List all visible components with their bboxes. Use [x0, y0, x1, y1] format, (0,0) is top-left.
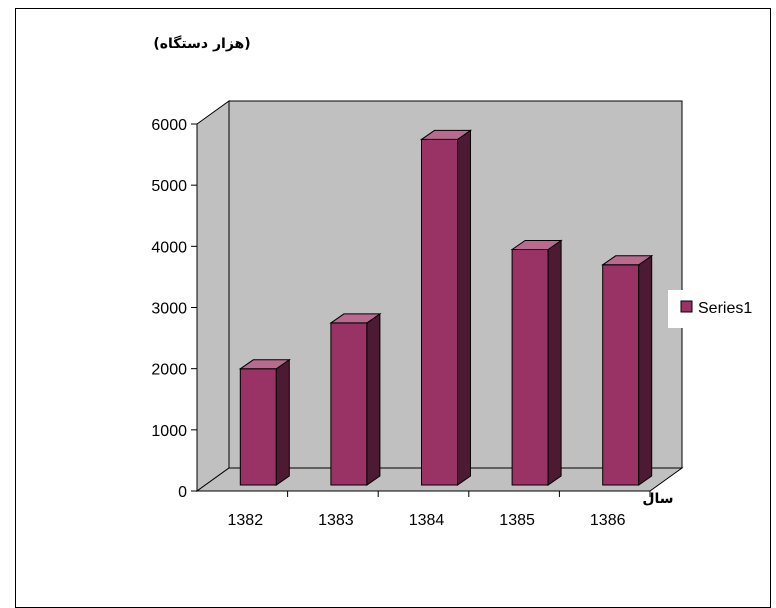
bar-side [457, 129, 471, 486]
y-tick-label: 5000 [151, 178, 187, 195]
x-tick-labels: 1382 1383 1384 1385 1386 [228, 512, 626, 529]
bar [419, 129, 473, 486]
legend-swatch [680, 300, 693, 313]
y-tick-label: 3000 [151, 301, 187, 318]
bar-front [421, 138, 458, 486]
y-axis-title: (هزار دستگاه) [153, 35, 250, 52]
x-tick-label: 1386 [590, 512, 626, 529]
x-tick-label: 1382 [228, 512, 264, 529]
x-tick-label: 1384 [409, 512, 445, 529]
bar-side [366, 312, 381, 486]
bar-side [638, 254, 653, 486]
y-tick-labels: 0 1000 2000 3000 4000 5000 6000 [151, 117, 187, 501]
x-tick-label: 1383 [318, 512, 354, 529]
legend: Series1 [668, 290, 752, 328]
bar-top [329, 313, 382, 324]
y-tick-label: 4000 [151, 239, 187, 256]
y-tick-label: 1000 [151, 423, 187, 440]
bar [510, 239, 563, 486]
y-tick-label: 0 [178, 484, 187, 501]
legend-label: Series1 [698, 300, 752, 317]
chart-bars [238, 129, 654, 486]
bar-front [239, 368, 277, 486]
bar-front [511, 249, 549, 486]
y-tick-label: 6000 [151, 117, 187, 134]
bar-side [547, 239, 562, 486]
bar-top [419, 129, 473, 140]
bar [601, 254, 654, 486]
chart-axes [191, 123, 651, 497]
y-tick-label: 2000 [151, 362, 187, 379]
bar-top [601, 255, 654, 266]
x-axis-title: سال [642, 491, 673, 507]
bar [238, 358, 291, 486]
bar-front [330, 322, 368, 486]
bar-side [275, 358, 290, 486]
bar-front [602, 264, 640, 486]
side-wall [196, 100, 230, 492]
bar-top [238, 359, 291, 370]
legend-box [668, 290, 688, 328]
bar [329, 312, 382, 486]
x-tick-label: 1385 [499, 512, 535, 529]
bar-top [510, 240, 563, 251]
